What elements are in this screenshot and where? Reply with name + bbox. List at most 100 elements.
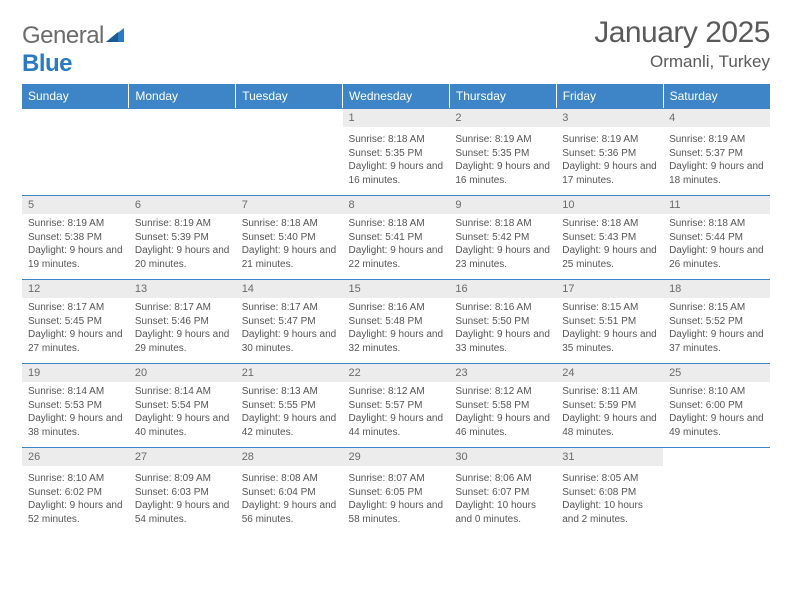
day-cell-body: Sunrise: 8:10 AMSunset: 6:00 PMDaylight:… — [663, 382, 770, 447]
day-cell-num: 16 — [449, 279, 556, 298]
day-details: Sunrise: 8:19 AMSunset: 5:39 PMDaylight:… — [129, 214, 236, 273]
sunset-line: Sunset: 5:59 PM — [562, 399, 657, 413]
sunset-line: Sunset: 5:47 PM — [242, 315, 337, 329]
sunrise-line: Sunrise: 8:15 AM — [562, 301, 657, 315]
day-cell-num: 10 — [556, 195, 663, 214]
day-cell-num: 4 — [663, 108, 770, 130]
daylight-line: Daylight: 9 hours and 27 minutes. — [28, 328, 123, 355]
week-body-row: Sunrise: 8:17 AMSunset: 5:45 PMDaylight:… — [22, 298, 770, 363]
day-cell-body: Sunrise: 8:18 AMSunset: 5:42 PMDaylight:… — [449, 214, 556, 279]
day-cell-num: 21 — [236, 363, 343, 382]
day-details: Sunrise: 8:17 AMSunset: 5:47 PMDaylight:… — [236, 298, 343, 357]
day-cell-body: Sunrise: 8:16 AMSunset: 5:48 PMDaylight:… — [343, 298, 450, 363]
day-cell-num: 31 — [556, 447, 663, 469]
day-details-empty — [22, 130, 129, 188]
logo-text: GeneralBlue — [22, 22, 126, 78]
daylight-line: Daylight: 9 hours and 16 minutes. — [455, 160, 550, 187]
daylight-line: Daylight: 9 hours and 44 minutes. — [349, 412, 444, 439]
sunrise-line: Sunrise: 8:07 AM — [349, 472, 444, 486]
daylight-line: Daylight: 9 hours and 40 minutes. — [135, 412, 230, 439]
sunset-line: Sunset: 5:38 PM — [28, 231, 123, 245]
week-body-row: Sunrise: 8:10 AMSunset: 6:02 PMDaylight:… — [22, 469, 770, 534]
day-cell-body: Sunrise: 8:13 AMSunset: 5:55 PMDaylight:… — [236, 382, 343, 447]
day-details: Sunrise: 8:15 AMSunset: 5:52 PMDaylight:… — [663, 298, 770, 357]
day-cell-num: 14 — [236, 279, 343, 298]
daylight-line: Daylight: 9 hours and 30 minutes. — [242, 328, 337, 355]
sunrise-line: Sunrise: 8:18 AM — [669, 217, 764, 231]
day-cell-body: Sunrise: 8:18 AMSunset: 5:41 PMDaylight:… — [343, 214, 450, 279]
day-number: 23 — [449, 363, 556, 382]
day-number: 2 — [449, 108, 556, 127]
week-daynum-row: 12131415161718 — [22, 279, 770, 298]
title-block: January 2025 Ormanli, Turkey — [594, 16, 770, 72]
daylight-line: Daylight: 9 hours and 56 minutes. — [242, 499, 337, 526]
day-number: 13 — [129, 279, 236, 298]
day-details: Sunrise: 8:18 AMSunset: 5:43 PMDaylight:… — [556, 214, 663, 273]
sunrise-line: Sunrise: 8:06 AM — [455, 472, 550, 486]
daylight-line: Daylight: 9 hours and 37 minutes. — [669, 328, 764, 355]
sunset-line: Sunset: 6:02 PM — [28, 486, 123, 500]
sunrise-line: Sunrise: 8:18 AM — [562, 217, 657, 231]
weekday-header: Friday — [556, 84, 663, 108]
sunset-line: Sunset: 5:58 PM — [455, 399, 550, 413]
day-number: 7 — [236, 195, 343, 214]
daylight-line: Daylight: 9 hours and 52 minutes. — [28, 499, 123, 526]
sunset-line: Sunset: 5:45 PM — [28, 315, 123, 329]
day-number: 22 — [343, 363, 450, 382]
day-cell-body: Sunrise: 8:12 AMSunset: 5:57 PMDaylight:… — [343, 382, 450, 447]
day-cell-num — [236, 108, 343, 130]
day-details: Sunrise: 8:11 AMSunset: 5:59 PMDaylight:… — [556, 382, 663, 441]
day-details: Sunrise: 8:14 AMSunset: 5:53 PMDaylight:… — [22, 382, 129, 441]
daylight-line: Daylight: 9 hours and 16 minutes. — [349, 160, 444, 187]
sunset-line: Sunset: 5:52 PM — [669, 315, 764, 329]
sunrise-line: Sunrise: 8:16 AM — [455, 301, 550, 315]
day-details: Sunrise: 8:15 AMSunset: 5:51 PMDaylight:… — [556, 298, 663, 357]
sunrise-line: Sunrise: 8:19 AM — [669, 133, 764, 147]
day-cell-num: 26 — [22, 447, 129, 469]
daylight-line: Daylight: 9 hours and 26 minutes. — [669, 244, 764, 271]
day-details: Sunrise: 8:06 AMSunset: 6:07 PMDaylight:… — [449, 469, 556, 528]
day-cell-num: 12 — [22, 279, 129, 298]
day-details: Sunrise: 8:05 AMSunset: 6:08 PMDaylight:… — [556, 469, 663, 528]
sunrise-line: Sunrise: 8:19 AM — [135, 217, 230, 231]
week-daynum-row: 1234 — [22, 108, 770, 130]
sunset-line: Sunset: 5:55 PM — [242, 399, 337, 413]
week-body-row: Sunrise: 8:14 AMSunset: 5:53 PMDaylight:… — [22, 382, 770, 447]
sunset-line: Sunset: 5:43 PM — [562, 231, 657, 245]
day-cell-num: 20 — [129, 363, 236, 382]
day-number: 24 — [556, 363, 663, 382]
day-cell-body — [129, 130, 236, 195]
day-number: 16 — [449, 279, 556, 298]
sunrise-line: Sunrise: 8:19 AM — [28, 217, 123, 231]
day-details: Sunrise: 8:13 AMSunset: 5:55 PMDaylight:… — [236, 382, 343, 441]
sunset-line: Sunset: 5:54 PM — [135, 399, 230, 413]
daylight-line: Daylight: 9 hours and 20 minutes. — [135, 244, 230, 271]
day-details: Sunrise: 8:19 AMSunset: 5:36 PMDaylight:… — [556, 130, 663, 189]
day-details: Sunrise: 8:12 AMSunset: 5:57 PMDaylight:… — [343, 382, 450, 441]
sunrise-line: Sunrise: 8:19 AM — [562, 133, 657, 147]
sunset-line: Sunset: 5:48 PM — [349, 315, 444, 329]
sunrise-line: Sunrise: 8:11 AM — [562, 385, 657, 399]
day-number: 31 — [556, 447, 663, 466]
day-cell-num: 9 — [449, 195, 556, 214]
day-cell-body: Sunrise: 8:12 AMSunset: 5:58 PMDaylight:… — [449, 382, 556, 447]
day-cell-body: Sunrise: 8:11 AMSunset: 5:59 PMDaylight:… — [556, 382, 663, 447]
sunrise-line: Sunrise: 8:17 AM — [242, 301, 337, 315]
daylight-line: Daylight: 9 hours and 33 minutes. — [455, 328, 550, 355]
sunrise-line: Sunrise: 8:19 AM — [455, 133, 550, 147]
sunset-line: Sunset: 6:05 PM — [349, 486, 444, 500]
week-daynum-row: 567891011 — [22, 195, 770, 214]
day-number: 6 — [129, 195, 236, 214]
calendar-table: SundayMondayTuesdayWednesdayThursdayFrid… — [22, 84, 770, 534]
day-cell-body: Sunrise: 8:17 AMSunset: 5:45 PMDaylight:… — [22, 298, 129, 363]
day-number: 18 — [663, 279, 770, 298]
sunset-line: Sunset: 5:35 PM — [349, 147, 444, 161]
day-details: Sunrise: 8:18 AMSunset: 5:40 PMDaylight:… — [236, 214, 343, 273]
day-details: Sunrise: 8:18 AMSunset: 5:35 PMDaylight:… — [343, 130, 450, 189]
sunrise-line: Sunrise: 8:18 AM — [349, 133, 444, 147]
day-cell-num: 30 — [449, 447, 556, 469]
day-number: 20 — [129, 363, 236, 382]
day-cell-body: Sunrise: 8:19 AMSunset: 5:38 PMDaylight:… — [22, 214, 129, 279]
weekday-header: Wednesday — [343, 84, 450, 108]
day-number: 19 — [22, 363, 129, 382]
